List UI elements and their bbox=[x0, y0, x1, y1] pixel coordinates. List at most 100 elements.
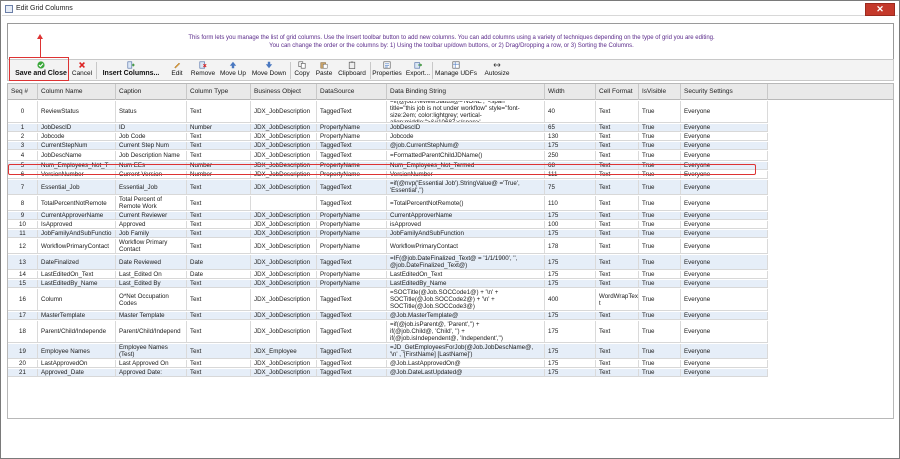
cell-data-binding-col: @Job.DateLastUpdated@ bbox=[387, 369, 545, 376]
cell-data-binding-col: @Job.LastApprovedOn@ bbox=[387, 360, 545, 367]
cell-caption-col: Current Step Num bbox=[116, 142, 187, 149]
table-row[interactable]: 12 WorkflowPrimaryContact Workflow Primary… bbox=[8, 239, 768, 254]
header-caption-col[interactable]: Caption bbox=[116, 84, 187, 100]
header-column-type-col[interactable]: Column Type bbox=[187, 84, 251, 100]
cell-security-col: Everyone bbox=[681, 196, 768, 210]
move-down-button[interactable]: Move Down bbox=[250, 60, 288, 81]
cell-cell-format-col: Text bbox=[596, 369, 639, 376]
cell-business-object-col: JDX_JobDescription bbox=[251, 230, 317, 237]
cell-text: Num_Employees_Not_Termed bbox=[390, 162, 475, 169]
save-and-close-button[interactable]: Save and Close bbox=[12, 60, 70, 81]
insert-columns-button[interactable]: Insert Columns... bbox=[98, 60, 164, 81]
table-row[interactable]: 19 Employee Names Employee Names (Test) Tex… bbox=[8, 344, 768, 359]
cell-text: Master Template bbox=[119, 312, 165, 319]
cell-text: TotalPercentNotRemote bbox=[41, 199, 107, 207]
table-row[interactable]: 17 MasterTemplate Master Template Text JDX_J… bbox=[8, 312, 768, 320]
header-business-object-col[interactable]: Business Object bbox=[251, 84, 317, 100]
cell-data-binding-col: =if(@nvp('Essential Job').StringValue@ =… bbox=[387, 180, 545, 194]
edit-button[interactable]: Edit bbox=[166, 60, 188, 81]
header-isvisible-col[interactable]: IsVisible bbox=[639, 84, 681, 100]
cell-datasource-col: TaggedText bbox=[317, 255, 387, 269]
cell-caption-col: Current Reviewer bbox=[116, 212, 187, 219]
table-row[interactable]: 8 TotalPercentNotRemote Total Percent of R… bbox=[8, 196, 768, 211]
table-row[interactable]: 7 Essential_Job Essential_Job Text JDX_JobDe… bbox=[8, 180, 768, 195]
table-row[interactable]: 4 JobDescName Job Description Name Text JDX_… bbox=[8, 151, 768, 161]
cell-column-type-col: Text bbox=[187, 360, 251, 367]
cell-text: 175 bbox=[548, 369, 559, 376]
table-row[interactable]: 20 LastApprovedOn Last Approved On Text JDX_… bbox=[8, 360, 768, 368]
table-row[interactable]: 15 LastEditedBy_Name Last_Edited By Text JDX… bbox=[8, 280, 768, 288]
cell-column-name-col: DateFinalized bbox=[38, 255, 116, 269]
cell-text: JDX_JobDescription bbox=[254, 212, 311, 219]
paste-button[interactable]: Paste bbox=[313, 60, 335, 81]
cell-text: PropertyName bbox=[320, 221, 360, 228]
cell-text: 250 bbox=[548, 152, 559, 159]
header-width-col[interactable]: Width bbox=[545, 84, 596, 100]
clipboard-button[interactable]: Clipboard bbox=[336, 60, 368, 81]
properties-button[interactable]: Properties bbox=[371, 60, 403, 81]
cell-text: 175 bbox=[548, 258, 559, 266]
table-row[interactable]: 2 Jobcode Job Code Text JDX_JobDescription Pr… bbox=[8, 133, 768, 141]
table-row[interactable]: 9 CurrentApproverName Current Reviewer Text… bbox=[8, 212, 768, 220]
info-text-line1: This form lets you manage the list of gr… bbox=[188, 35, 715, 41]
cell-text: Text bbox=[599, 312, 611, 319]
cell-text: 0 bbox=[20, 108, 25, 115]
table-row[interactable]: 16 Column O*Net Occupation Codes Text JDX_Jo… bbox=[8, 289, 768, 311]
cell-text: True bbox=[642, 124, 655, 131]
cell-text: Parent/Child/Independe bbox=[41, 328, 107, 335]
table-row[interactable]: 21 Approved_Date Approved Date: Text JDX_Job… bbox=[8, 369, 768, 377]
header-column-name-col[interactable]: Column Name bbox=[38, 84, 116, 100]
cancel-button[interactable]: Cancel bbox=[70, 60, 94, 81]
move-up-button[interactable]: Move Up bbox=[218, 60, 248, 81]
edit-label: Edit bbox=[171, 70, 183, 77]
cell-width-col: 65 bbox=[545, 124, 596, 131]
save-and-close-highlight bbox=[9, 57, 69, 81]
columns-grid[interactable]: Seq # Column Name Caption Column Type Busine… bbox=[7, 83, 894, 419]
cell-column-name-col: TotalPercentNotRemote bbox=[38, 196, 116, 210]
table-row[interactable]: 0 ReviewStatus Status Text JDX_JobDescriptio… bbox=[8, 101, 768, 123]
remove-button[interactable]: Remove bbox=[189, 60, 217, 81]
table-row[interactable]: 5 Num_Employees_Not_T Num EEs Number JDX_Job… bbox=[8, 162, 768, 170]
cell-text: 100 bbox=[548, 221, 559, 228]
copy-button[interactable]: Copy bbox=[292, 60, 312, 81]
cell-text: JDX_JobDescription bbox=[254, 133, 311, 140]
clipboard-icon bbox=[348, 61, 356, 69]
cell-text: PropertyName bbox=[320, 271, 360, 278]
cell-datasource-col: PropertyName bbox=[317, 221, 387, 228]
cell-caption-col: O*Net Occupation Codes bbox=[116, 289, 187, 310]
cell-text: True bbox=[642, 221, 655, 228]
cell-seq-col: 8 bbox=[8, 196, 38, 210]
header-security-col[interactable]: Security Settings bbox=[681, 84, 768, 100]
cell-text: Text bbox=[190, 152, 202, 159]
export-button[interactable]: Export... bbox=[405, 60, 431, 81]
cell-text: True bbox=[642, 242, 655, 250]
manage-udfs-button[interactable]: Manage UDFs bbox=[434, 60, 478, 81]
cell-text: Number bbox=[190, 162, 213, 169]
cell-column-name-col: ReviewStatus bbox=[38, 101, 116, 122]
cell-text: Text bbox=[190, 360, 202, 367]
autosize-label: Autosize bbox=[484, 70, 510, 77]
table-row[interactable]: 11 JobFamilyAndSubFunctio Job Family Text JD… bbox=[8, 230, 768, 238]
cell-caption-col: Num EEs bbox=[116, 162, 187, 169]
header-data-binding-col[interactable]: Data Binding String bbox=[387, 84, 545, 100]
cell-seq-col: 3 bbox=[8, 142, 38, 149]
close-button[interactable]: ✕ bbox=[865, 3, 895, 16]
header-datasource-col[interactable]: DataSource bbox=[317, 84, 387, 100]
export-icon bbox=[414, 62, 422, 69]
header-seq-col[interactable]: Seq # bbox=[8, 84, 38, 100]
cell-isvisible-col: True bbox=[639, 239, 681, 253]
table-row[interactable]: 10 IsApproved Approved Text JDX_JobDescripti… bbox=[8, 221, 768, 229]
table-row[interactable]: 14 LastEditedOn_Text Last_Edited On Date JDX… bbox=[8, 271, 768, 279]
cell-column-type-col: Text bbox=[187, 321, 251, 342]
table-row[interactable]: 3 CurrentStepNum Current Step Num Text JDX_J… bbox=[8, 142, 768, 150]
cell-data-binding-col: =if(@job.ReviewStatus@='NONE', '<span ti… bbox=[387, 101, 545, 122]
autosize-button[interactable]: Autosize bbox=[482, 60, 512, 81]
cell-text: True bbox=[642, 199, 655, 207]
table-row[interactable]: 13 DateFinalized Date Reviewed Date JDX_JobD… bbox=[8, 255, 768, 270]
table-row[interactable]: 18 Parent/Child/Independe Parent/Child/Ind… bbox=[8, 321, 768, 343]
cell-caption-col: Employee Names (Test) bbox=[116, 344, 187, 358]
save-check-icon bbox=[37, 61, 45, 69]
header-cell-format-col[interactable]: Cell Format bbox=[596, 84, 639, 100]
cell-text: 130 bbox=[548, 133, 559, 140]
table-row[interactable]: 1 JobDescID ID Number JDX_JobDescription Prop… bbox=[8, 124, 768, 132]
